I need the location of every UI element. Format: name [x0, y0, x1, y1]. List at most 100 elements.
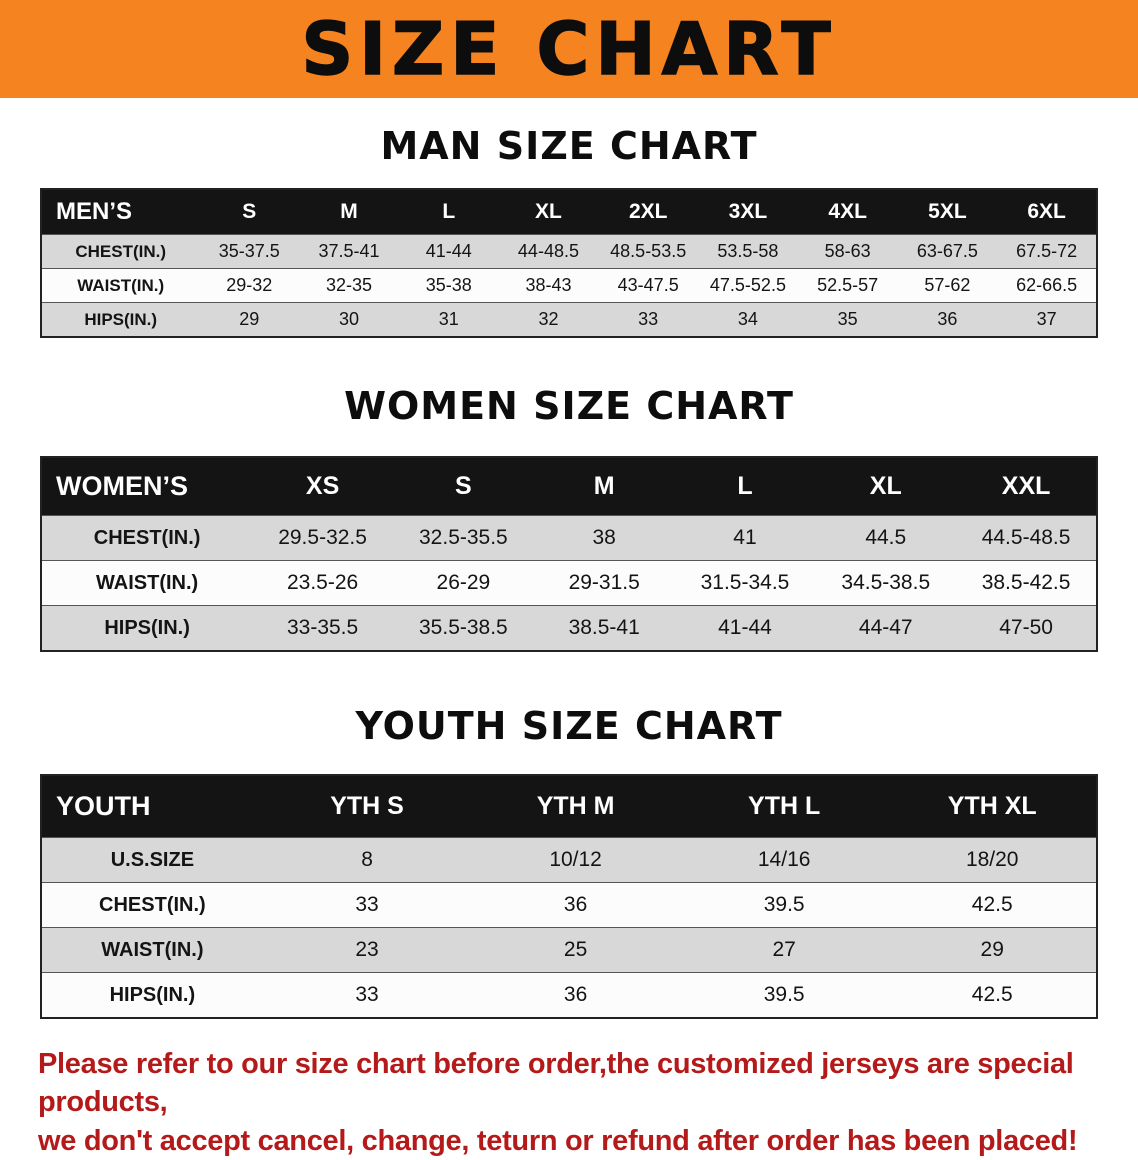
size-value-cell: 58-63 — [824, 241, 871, 261]
size-value-cell: 44-47 — [858, 616, 913, 639]
size-column-header: S — [392, 457, 534, 516]
size-value-cell: 38.5-42.5 — [981, 571, 1071, 594]
size-value-cell: 27 — [772, 938, 796, 961]
size-value-cell: 42.5 — [971, 983, 1013, 1006]
size-column-header: XL — [498, 189, 599, 235]
size-column-header: XL — [815, 457, 957, 516]
size-table-row: CHEST(IN.) 29.5-32.5 32.5-35.5 38 41 44.5 44.5… — [41, 515, 1097, 561]
size-value-cell: 48.5-53.5 — [610, 241, 687, 261]
size-value-cell: 32.5-35.5 — [419, 526, 508, 549]
size-table-title-cell: YOUTH — [41, 775, 263, 838]
size-value-cell: 33 — [355, 983, 379, 1006]
size-value-cell: 35.5-38.5 — [419, 616, 508, 639]
size-value-cell: 38-43 — [525, 275, 572, 295]
size-value-cell: 41-44 — [425, 241, 472, 261]
size-column-header: YTH L — [679, 775, 889, 838]
size-value-cell: 14/16 — [757, 848, 811, 871]
size-table-row: HIPS(IN.) 33 36 39.5 42.5 — [41, 972, 1097, 1018]
size-value-cell: 29 — [239, 309, 260, 329]
size-column-header: L — [398, 189, 499, 235]
size-column-header: 3XL — [698, 189, 798, 235]
size-value-cell: 41-44 — [718, 616, 772, 639]
size-value-cell: 39.5 — [763, 983, 805, 1006]
measurement-label-cell: U.S.SIZE — [110, 848, 195, 871]
size-value-cell: 34 — [737, 309, 758, 329]
size-value-cell: 63-67.5 — [916, 241, 978, 261]
size-column-header: 4XL — [797, 189, 898, 235]
measurement-label-cell: WAIST(IN.) — [77, 275, 165, 295]
mens-size-table: MEN’S S M L XL 2XL 3XL 4XL 5XL 6XL CHEST(IN.) 35-37… — [40, 188, 1098, 338]
size-value-cell: 33 — [638, 309, 659, 329]
order-note-line-2: we don't accept cancel, change, teturn o… — [38, 1124, 1078, 1157]
size-table-header-row: YOUTH YTH S YTH M YTH L YTH XL — [41, 775, 1097, 838]
women-section-heading: WOMEN SIZE CHART — [344, 384, 794, 428]
size-value-cell: 29-31.5 — [568, 571, 640, 594]
page-title: SIZE CHART — [301, 7, 837, 91]
size-column-header: M — [299, 189, 399, 235]
size-value-cell: 67.5-72 — [1016, 241, 1078, 261]
size-table-row: U.S.SIZE 8 10/12 14/16 18/20 — [41, 837, 1097, 883]
size-value-cell: 47.5-52.5 — [709, 275, 786, 295]
size-value-cell: 30 — [338, 309, 359, 329]
size-column-header: L — [674, 457, 816, 516]
size-value-cell: 32-35 — [325, 275, 373, 295]
size-value-cell: 18/20 — [965, 848, 1019, 871]
size-value-cell: 37 — [1036, 309, 1057, 329]
size-value-cell: 35 — [837, 309, 858, 329]
size-value-cell: 29 — [980, 938, 1004, 961]
size-value-cell: 25 — [563, 938, 588, 961]
size-value-cell: 36 — [937, 309, 958, 329]
measurement-label-cell: CHEST(IN.) — [99, 893, 206, 916]
size-table-header-row: MEN’S S M L XL 2XL 3XL 4XL 5XL 6XL — [41, 189, 1097, 235]
size-value-cell: 37.5-41 — [318, 241, 380, 261]
size-table-title-cell: MEN’S — [41, 189, 200, 235]
size-table-row: WAIST(IN.) 23.5-26 26-29 29-31.5 31.5-34.5 34… — [41, 560, 1097, 606]
measurement-label-cell: WAIST(IN.) — [101, 938, 204, 961]
size-value-cell: 53.5-58 — [717, 241, 779, 261]
size-value-cell: 23.5-26 — [286, 571, 359, 594]
size-value-cell: 29-32 — [226, 275, 273, 295]
size-value-cell: 33-35.5 — [286, 616, 359, 639]
size-value-cell: 36 — [563, 893, 588, 916]
measurement-label-cell: HIPS(IN.) — [104, 616, 190, 639]
size-value-cell: 23 — [355, 938, 379, 961]
size-column-header: XS — [252, 457, 393, 516]
size-value-cell: 57-62 — [924, 275, 971, 295]
size-value-cell: 10/12 — [549, 848, 602, 871]
size-table-title-cell: WOMEN’S — [41, 457, 253, 516]
order-note: Please refer to our size chart before or… — [38, 1045, 1100, 1160]
size-value-cell: 34.5-38.5 — [841, 571, 931, 594]
size-value-cell: 38.5-41 — [568, 616, 640, 639]
size-column-header: XXL — [956, 457, 1097, 516]
size-table-row: CHEST(IN.) 35-37.5 37.5-41 41-44 44-48.5 48.5… — [41, 234, 1097, 269]
size-value-cell: 44-48.5 — [517, 241, 579, 261]
size-column-header: 5XL — [897, 189, 998, 235]
size-value-cell: 44.5-48.5 — [981, 526, 1071, 549]
measurement-label-cell: CHEST(IN.) — [93, 526, 201, 549]
size-table-row: WAIST(IN.) 23 25 27 29 — [41, 927, 1097, 973]
size-table-row: HIPS(IN.) 33-35.5 35.5-38.5 38.5-41 41-44 44-… — [41, 605, 1097, 651]
size-column-header: YTH M — [471, 775, 680, 838]
measurement-label-cell: WAIST(IN.) — [95, 571, 199, 594]
size-value-cell: 29.5-32.5 — [278, 526, 367, 549]
size-column-header: 2XL — [598, 189, 699, 235]
size-value-cell: 33 — [355, 893, 379, 916]
womens-size-table: WOMEN’S XS S M L XL XXL CHEST(IN.) 29.5-32.5 32.5… — [40, 456, 1098, 652]
size-value-cell: 35-37.5 — [218, 241, 280, 261]
size-column-header: M — [533, 457, 675, 516]
size-column-header: S — [199, 189, 300, 235]
size-column-header: YTH S — [262, 775, 472, 838]
size-table-row: CHEST(IN.) 33 36 39.5 42.5 — [41, 882, 1097, 928]
section-women: WOMEN SIZE CHART WOMEN’S XS S M L XL XXL CHEST(… — [0, 384, 1138, 652]
size-value-cell: 31.5-34.5 — [700, 571, 790, 594]
size-value-cell: 43-47.5 — [617, 275, 679, 295]
size-chart-sections: MAN SIZE CHART MEN’S S M L XL 2XL 3XL 4XL 5XL 6XL… — [0, 124, 1138, 1019]
size-table-row: HIPS(IN.) 29 30 31 32 33 34 35 36 37 — [41, 302, 1097, 337]
size-value-cell: 26-29 — [436, 571, 491, 594]
order-note-line-1: Please refer to our size chart before or… — [38, 1048, 1074, 1119]
size-value-cell: 38 — [592, 526, 616, 549]
size-value-cell: 35-38 — [425, 275, 472, 295]
section-youth: YOUTH SIZE CHART YOUTH YTH S YTH M YTH L YTH… — [0, 704, 1138, 1019]
youth-size-table: YOUTH YTH S YTH M YTH L YTH XL U.S.SIZE 8 10/12… — [40, 774, 1098, 1019]
